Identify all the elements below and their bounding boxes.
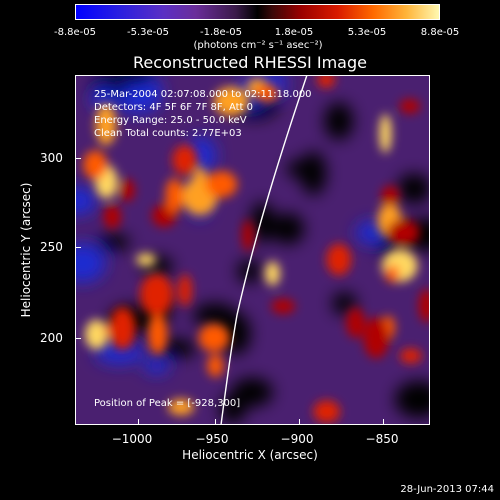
- colorbar-tick-label: -5.3e-05: [127, 27, 169, 38]
- heatmap-svg: [75, 75, 430, 425]
- heatmap-blob: [136, 253, 156, 266]
- y-axis-label: Heliocentric Y (arcsec): [19, 182, 33, 318]
- heatmap-blob: [397, 173, 430, 204]
- heatmap-blob: [324, 102, 354, 140]
- heatmap-blob: [109, 307, 136, 350]
- peak-position-label: Position of Peak = [-928,300]: [94, 398, 241, 409]
- heatmap-blob: [241, 219, 254, 252]
- solar-limb-curve: [220, 75, 308, 425]
- x-tick-mark: [383, 419, 384, 425]
- heatmap-blob: [386, 219, 420, 246]
- heatmap-blob: [168, 398, 195, 416]
- heatmap-blob: [332, 292, 357, 315]
- heatmap-blob: [255, 84, 279, 102]
- heatmap-blob: [271, 298, 296, 314]
- heatmap-blob: [140, 273, 174, 316]
- heatmap-blob: [95, 103, 117, 146]
- heatmap-blob: [112, 75, 163, 115]
- colorbar: [75, 4, 440, 20]
- heatmap-blob: [143, 357, 170, 375]
- colorbar-tick-label: -8.8e-05: [54, 27, 96, 38]
- heatmap-blob: [313, 400, 340, 423]
- y-tick-label: 300: [40, 151, 63, 165]
- heatmap-blob: [395, 380, 430, 418]
- heatmap-blob: [250, 201, 275, 244]
- heatmap-blob: [326, 243, 352, 276]
- heatmap-blob: [148, 313, 168, 355]
- heatmap-blob: [198, 323, 230, 352]
- timestamp: 28-Jun-2013 07:44: [400, 484, 494, 495]
- info-counts: Clean Total counts: 2.77E+03: [94, 128, 242, 139]
- x-axis-label: Heliocentric X (arcsec): [182, 448, 318, 462]
- heatmap-blob: [103, 204, 121, 229]
- y-tick-mark: [75, 338, 81, 339]
- heatmap-blob: [113, 75, 154, 85]
- heatmap-blob: [91, 86, 118, 112]
- heatmap-blob: [286, 159, 318, 178]
- heatmap-blob: [75, 186, 97, 216]
- heatmap-blob: [85, 319, 108, 350]
- heatmap-blob: [95, 340, 144, 365]
- info-detectors: Detectors: 4F 5F 6F 7F 8F, Att 0: [94, 102, 254, 113]
- y-tick-mark: [75, 158, 81, 159]
- heatmap-blob: [213, 86, 249, 117]
- heatmap-blob: [399, 99, 420, 114]
- heatmap-blob: [231, 377, 273, 407]
- x-tick-label: −1000: [111, 432, 153, 446]
- info-energy-range: Energy Range: 25.0 - 50.0 keV: [94, 115, 247, 126]
- heatmap-blob: [237, 259, 261, 283]
- heatmap-blob: [346, 307, 365, 339]
- heatmap-blob: [75, 243, 106, 283]
- colorbar-tick-label: 1.8e-05: [274, 27, 314, 38]
- x-tick-mark: [299, 419, 300, 425]
- y-tick-mark: [75, 247, 81, 248]
- heatmap-blob: [363, 317, 390, 359]
- heatmap-image: [75, 75, 430, 425]
- heatmap-blob: [165, 178, 183, 214]
- heatmap-blob: [119, 178, 135, 202]
- x-tick-mark: [215, 419, 216, 425]
- heatmap-blob: [385, 265, 400, 283]
- heatmap-blob: [207, 354, 224, 378]
- colorbar-tick-label: -1.8e-05: [200, 27, 242, 38]
- plot-title: Reconstructed RHESSI Image: [133, 53, 367, 72]
- info-time-range: 25-Mar-2004 02:07:08.000 to 02:11:18.000: [94, 89, 312, 100]
- x-tick-label: −900: [280, 432, 314, 446]
- heatmap-blob: [399, 348, 422, 364]
- heatmap-blob: [317, 75, 335, 88]
- colorbar-tick-label: 8.8e-05: [420, 27, 460, 38]
- heatmap-blob: [178, 274, 192, 307]
- colorbar-units: (photons cm⁻² s⁻¹ asec⁻²): [193, 40, 323, 51]
- heatmap-blob: [97, 234, 131, 251]
- colorbar-tick-label: 5.3e-05: [347, 27, 387, 38]
- heatmap-blob: [83, 150, 108, 180]
- y-tick-label: 250: [40, 240, 63, 254]
- x-tick-mark: [138, 419, 139, 425]
- heatmap-blob: [205, 170, 238, 198]
- heatmap-blob: [265, 261, 280, 286]
- heatmap-blob: [381, 185, 400, 206]
- heatmap-blob: [272, 213, 305, 245]
- heatmap-blob: [418, 288, 430, 323]
- x-tick-label: −950: [195, 432, 229, 446]
- heatmap-blob: [172, 144, 197, 175]
- heatmap-blob: [379, 114, 392, 153]
- x-tick-label: −850: [365, 432, 399, 446]
- y-tick-label: 200: [40, 331, 63, 345]
